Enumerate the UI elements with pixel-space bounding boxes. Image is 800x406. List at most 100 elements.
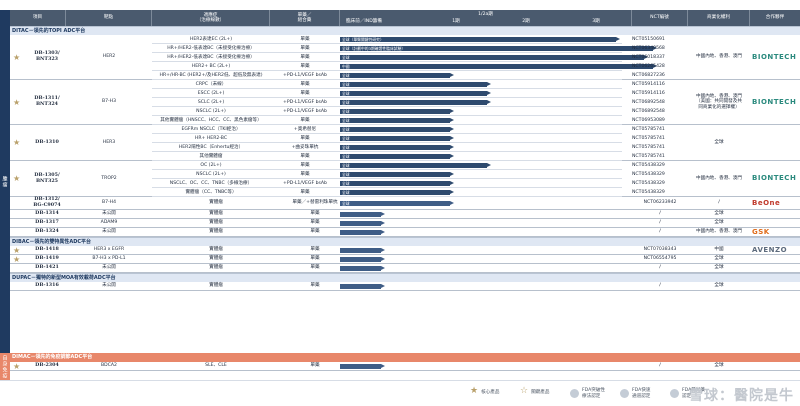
legend-label: FDA突破性 療法認定 — [582, 388, 606, 399]
drug-row: DB-1317 ADAM9 實體瘤 單藥 / 全球 — [10, 219, 800, 228]
commercial-rights: 中國內地、香港、澳門 — [696, 175, 742, 181]
drug-row: DB-2304 BDCA2 SLE、CLE 單藥 / 全球 — [10, 362, 800, 371]
star-icon: ★ — [13, 97, 21, 107]
regimen: 單藥 — [300, 163, 310, 168]
commercial-rights: 全球 — [714, 256, 724, 262]
regimen: 單藥 — [300, 55, 310, 60]
watermark: 雪球：醫院是牛 — [689, 388, 794, 404]
drug-target: B7-H3 x PD-L1 — [92, 256, 126, 262]
phase-bar: 全球 — [340, 91, 491, 96]
regimen: 單藥 — [300, 91, 310, 96]
regimen: +曲妥珠單抗 — [291, 145, 319, 150]
drug-row: DB-1314 未公開 實體瘤 單藥 / 全球 — [10, 210, 800, 219]
commercial-rights: 中國內地、香港、澳門 — [696, 54, 742, 60]
phase-bar: 全球 — [340, 55, 648, 60]
drug-target: 未公開 — [102, 265, 116, 271]
phase-bar — [340, 364, 385, 369]
drug-target: HER3 — [102, 139, 116, 145]
indication-row — [152, 80, 622, 89]
drug-code: DB-1421 — [35, 264, 59, 271]
indication-row — [152, 161, 622, 170]
platform-header: DIMAC－領先的免疫調節ADC平台 — [10, 353, 800, 362]
phase-bar: 全球 — [340, 73, 454, 78]
regimen: 單藥 — [300, 190, 310, 195]
drug-code: DB-1317 — [35, 219, 59, 226]
regimen: 單藥 — [300, 82, 310, 87]
commercial-rights: 全球 — [714, 220, 724, 226]
commercial-rights: 全球 — [714, 265, 724, 271]
phase-bar: 全球 — [340, 118, 454, 123]
legend-label: 核心產品 — [481, 389, 500, 395]
nct-number: NCT05914116 — [632, 91, 665, 96]
drug-code: DB-1316 — [35, 282, 59, 289]
nct-number: NCT05150691 — [632, 37, 665, 42]
regimen: 單藥 — [310, 283, 320, 289]
drug-target: BDCA2 — [101, 363, 117, 369]
partner-logo: BIONTECH — [752, 174, 797, 182]
header-phase-0: 臨床前／IND籌備 — [346, 19, 382, 24]
drug-row: DB-1312/ BG-C9074 B7-H4 實體瘤 單藥／+替雷利珠單抗 NCT06… — [10, 196, 800, 210]
header-target: 靶點 — [66, 10, 152, 26]
indication: HER2+ BC (2L+) — [191, 64, 231, 69]
legend-core: ★ 核心產品 — [470, 387, 499, 396]
phase-bar: 全球 — [340, 154, 454, 159]
drug-row: DB-1316 未公開 實體瘤 單藥 / 全球 — [10, 282, 800, 291]
fda-fast-icon — [620, 388, 629, 398]
indication: NSCLC (2L+) — [196, 109, 226, 114]
indication-row — [152, 152, 622, 161]
drug-row: DB-1419 B7-H3 x PD-L1 實體瘤 單藥 NCT06554795 全球 — [10, 255, 800, 264]
phase-bar: 中國 — [340, 64, 657, 69]
header-indication: 適應症 （治療線數） — [152, 10, 270, 26]
indication: ESCC (2L+) — [197, 91, 225, 96]
regimen: 單藥 — [310, 220, 320, 226]
commercial-rights: 中國內地、香港、澳門 （美國：共同開發及共 同商業化的選擇權） — [696, 93, 742, 110]
indication: 其他實體瘤（HNSCC、HCC、CC、黑色素瘤等） — [160, 118, 262, 123]
nct-number: NCT05438329 — [632, 172, 665, 177]
regimen: +PD-L1/VEGF bsAb — [283, 100, 327, 105]
drug-target: 未公開 — [102, 283, 116, 289]
regimen: 單藥 — [300, 136, 310, 141]
regimen: 單藥 — [300, 46, 310, 51]
drug-code: DB-1419 — [35, 255, 59, 262]
indication: 實體瘤 — [209, 200, 223, 206]
regimen: +奧希替尼 — [293, 127, 317, 132]
drug-row: DB-1421 未公開 實體瘤 單藥 / 全球 — [10, 264, 800, 273]
phase-bar: 全球 — [340, 109, 454, 114]
regimen: +PD-L1/VEGF bsAb — [283, 181, 327, 186]
indication-row — [152, 179, 622, 188]
regimen: 單藥 — [300, 172, 310, 177]
header-phase-top: 1/2a期 — [478, 12, 493, 17]
phase-bar: 全球 — [340, 145, 454, 150]
commercial-rights: 全球 — [714, 139, 724, 145]
regimen: 單藥 — [300, 154, 310, 159]
regimen: +PD-L1/VEGF bsAb — [283, 109, 327, 114]
drug-code: DB-1303/ BNT323 — [34, 50, 60, 62]
phase-bar: 全球 — [340, 190, 454, 195]
phase-bar — [340, 266, 385, 271]
commercial-rights: 全球 — [714, 283, 724, 289]
nct-number: NCT05438329 — [632, 190, 665, 195]
indication: 其他實體瘤 — [199, 154, 223, 159]
nct-number: NCT06265428 — [632, 64, 665, 69]
indication: HR+/HER2-低表達BC（未接受化療治療） — [167, 55, 255, 60]
nct-number: NCT06892548 — [632, 100, 665, 105]
partner-logo: GSK — [752, 227, 770, 236]
phase-bar — [340, 284, 385, 289]
nct-number: / — [659, 283, 661, 289]
phase-bar — [340, 230, 385, 235]
nct-number: NCT06018337 — [632, 55, 665, 60]
partner-logo: BIONTECH — [752, 97, 797, 106]
legend-breakthrough: FDA突破性 療法認定 — [570, 387, 605, 399]
indication-row — [152, 44, 622, 53]
table-header: 項目 靶點 適應症 （治療線數） 單藥／ 組合藥 1/2a期 臨床前／IND籌備… — [10, 10, 800, 26]
drug-target: 未公開 — [102, 229, 116, 235]
phase-bar: 全球（計劃中的3期確證性臨床試驗） — [340, 46, 657, 51]
header-phase-3: 3期 — [592, 19, 600, 24]
indication: SCLC (2L+) — [197, 100, 225, 105]
drug-target: HER2 — [102, 54, 116, 60]
nct-number: NCT07038343 — [643, 247, 677, 253]
nct-number: NCT05785741 — [632, 136, 665, 141]
indication: 實體瘤 — [209, 211, 223, 217]
indication: NSCLC (2L+) — [196, 172, 226, 177]
nct-number: / — [659, 229, 661, 235]
